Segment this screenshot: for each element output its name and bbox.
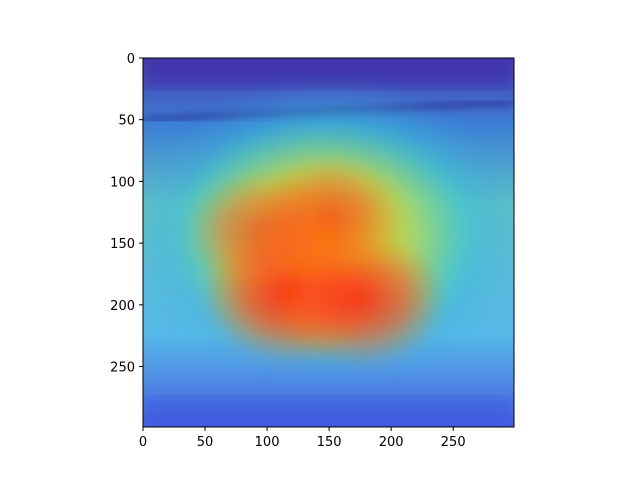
y-tick-label-50: 50 <box>118 114 135 129</box>
heatmap-image <box>143 58 514 427</box>
y-axis: 0 50 100 150 200 250 <box>110 52 143 376</box>
x-tick-label-250: 250 <box>441 435 466 450</box>
x-axis: 0 50 100 150 200 250 <box>139 427 466 450</box>
x-tick-label-200: 200 <box>379 435 404 450</box>
x-tick-label-50: 50 <box>197 435 214 450</box>
x-tick-label-150: 150 <box>317 435 342 450</box>
x-tick-label-0: 0 <box>139 435 147 450</box>
plot-frame <box>142 57 515 428</box>
x-tick-label-100: 100 <box>255 435 280 450</box>
y-tick-label-200: 200 <box>110 299 135 314</box>
y-tick-label-150: 150 <box>110 237 135 252</box>
heat-cool-bottom <box>143 397 514 427</box>
heat-peak-3 <box>187 172 335 289</box>
y-tick-label-250: 250 <box>110 361 135 376</box>
y-tick-label-0: 0 <box>127 52 135 67</box>
y-tick-label-100: 100 <box>110 175 135 190</box>
